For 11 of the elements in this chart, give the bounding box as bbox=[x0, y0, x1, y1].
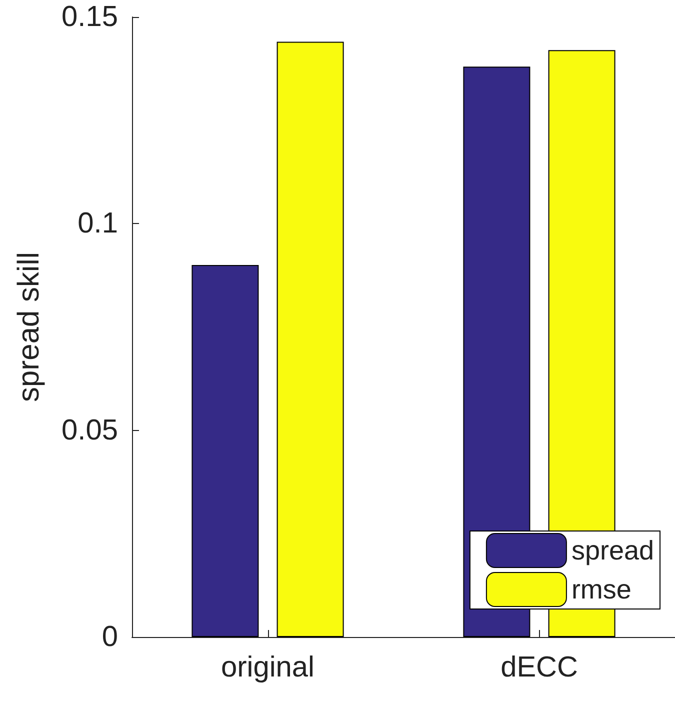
legend-label: spread bbox=[571, 536, 654, 566]
bar bbox=[276, 42, 344, 637]
y-tick-label: 0 bbox=[102, 621, 118, 653]
x-tick-label: dECC bbox=[500, 652, 578, 684]
bar bbox=[192, 265, 259, 637]
x-tick-label: original bbox=[221, 652, 314, 684]
y-tick-label: 0.15 bbox=[62, 1, 118, 33]
y-tick-label: 0.1 bbox=[78, 208, 118, 240]
y-axis-title: spread skill bbox=[12, 252, 46, 402]
y-tick-label: 0.05 bbox=[62, 414, 118, 446]
legend-label: rmse bbox=[571, 574, 632, 604]
